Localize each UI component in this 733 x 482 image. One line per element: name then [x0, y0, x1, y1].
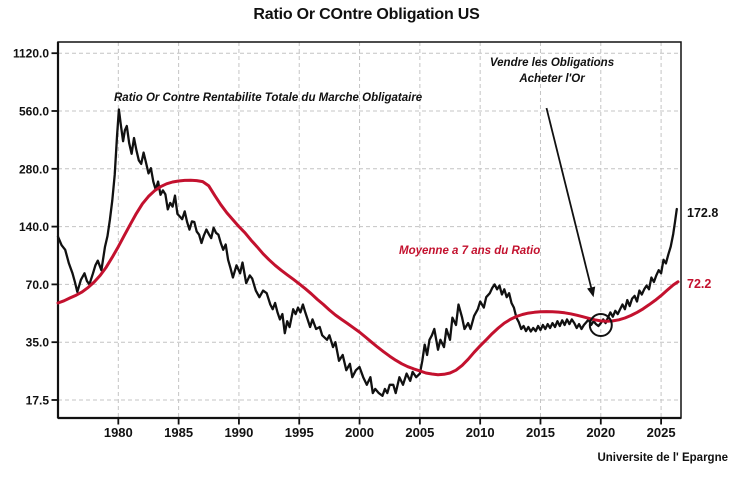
y-tick-label: 35.0 — [26, 336, 50, 350]
credit-text: Universite de l' Epargne — [597, 452, 728, 464]
axes: 1120.0 560.0 280.0 140.0 70.0 35.0 17.5 1980 198… — [13, 41, 682, 440]
y-tick-label: 70.0 — [26, 278, 50, 292]
y-tick-label: 560.0 — [19, 104, 49, 118]
annotation-arrow-shaft — [545, 107, 593, 288]
y-tick-label: 1120.0 — [13, 47, 49, 61]
chart-title: Ratio Or COntre Obligation US — [253, 6, 480, 23]
crossover-circle-marker — [588, 313, 613, 338]
x-tick-label: 2015 — [526, 425, 555, 440]
ratio-last-value-label: 172.8 — [687, 206, 719, 220]
moving-average-line — [56, 178, 680, 377]
y-tick-label: 17.5 — [26, 393, 50, 407]
signal-annotation: Vendre les Obligations Acheter l'Or — [458, 55, 646, 87]
average-last-value-label: 72.2 — [687, 277, 712, 291]
plot-annotations — [545, 107, 613, 338]
x-tick-label: 2020 — [586, 425, 615, 440]
annotation-arrow-head — [587, 286, 596, 298]
ratio-line — [56, 108, 678, 397]
signal-annotation-line1: Vendre les Obligations — [489, 57, 615, 69]
x-tick-label: 2005 — [405, 425, 434, 440]
x-tick-label: 2010 — [466, 425, 495, 440]
series-lines — [56, 108, 680, 397]
x-tick-label: 1985 — [164, 425, 193, 440]
average-series-label: Moyenne a 7 ans du Ratio — [399, 245, 541, 257]
y-tick-label: 140.0 — [19, 220, 49, 234]
ratio-series-label: Ratio Or Contre Rentabilite Totale du Ma… — [114, 92, 423, 104]
gridlines — [58, 42, 681, 418]
x-tick-label: 1995 — [285, 425, 314, 440]
x-tick-label: 2000 — [345, 425, 374, 440]
y-tick-label: 280.0 — [19, 162, 49, 176]
x-tick-label: 1990 — [224, 425, 253, 440]
x-tick-label: 2025 — [647, 425, 676, 440]
x-tick-label: 1980 — [104, 425, 133, 440]
signal-annotation-line2: Acheter l'Or — [519, 73, 585, 85]
